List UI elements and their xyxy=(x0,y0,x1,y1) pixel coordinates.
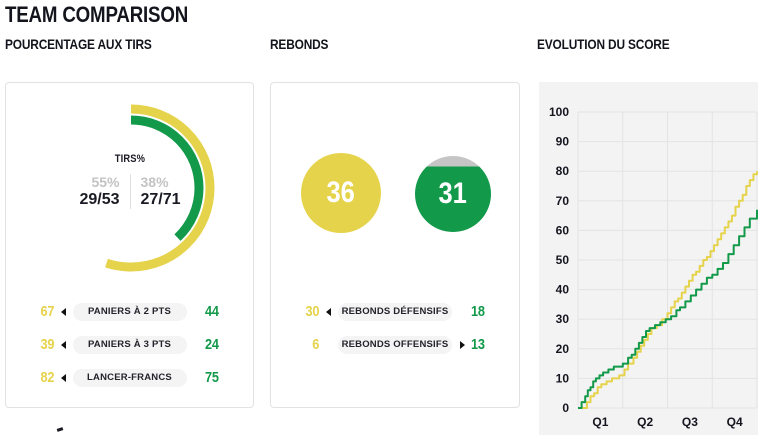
stat-row-defensive-rebounds: 30 REBONDS DÉFENSIFS 18 xyxy=(271,295,519,328)
team-a-value: 67 xyxy=(40,303,54,320)
section-title-shooting: POURCENTAGE AUX TIRS xyxy=(5,36,152,52)
y-axis-tick: 100 xyxy=(549,105,569,119)
y-axis-tick: 60 xyxy=(556,223,570,237)
x-axis-tick: Q3 xyxy=(682,415,698,429)
stat-label: PANIERS À 2 PTS xyxy=(87,306,172,317)
leader-arrow-left xyxy=(60,340,66,349)
team-b-value: 75 xyxy=(205,369,219,386)
leader-arrow-right xyxy=(459,340,465,349)
donut-center-stats: TIRS% 55% 29/53 38% 27/71 xyxy=(48,153,212,209)
stat-label-pill: LANCER-FRANCS xyxy=(72,368,187,387)
team-a-value: 39 xyxy=(40,336,54,353)
stat-row-freethrows: 82 LANCER-FRANCS 75 xyxy=(6,361,253,394)
score-series-team-b xyxy=(578,209,758,409)
rebounds-circle-team-a: 36 xyxy=(301,153,381,233)
next-section-partial-text xyxy=(56,427,64,432)
section-title-score-evolution: EVOLUTION DU SCORE xyxy=(537,36,670,52)
y-axis-tick: 40 xyxy=(556,283,570,297)
team-a-value: 30 xyxy=(305,303,319,320)
stat-label: PANIERS À 3 PTS xyxy=(87,339,172,350)
score-chart-svg: 0 10 20 30 40 50 60 70 80 90 100 Q1 Q2 Q3 Q4 xyxy=(549,105,758,429)
stat-label-pill: PANIERS À 3 PTS xyxy=(72,335,187,354)
stat-row-2pt: 67 PANIERS À 2 PTS 44 xyxy=(6,295,253,328)
team-b-total-rebounds: 31 xyxy=(438,177,468,210)
team-b-value: 13 xyxy=(471,336,485,353)
stat-row-3pt: 39 PANIERS À 3 PTS 24 xyxy=(6,328,253,361)
stat-label: REBONDS DÉFENSIFS xyxy=(341,306,449,317)
y-axis-tick: 90 xyxy=(556,135,570,149)
y-axis-tick: 10 xyxy=(556,371,570,385)
leader-arrow-left xyxy=(60,307,66,316)
donut-arc-team-a xyxy=(47,104,215,272)
team-a-shooting-pct: 55% xyxy=(91,174,120,190)
donut-center-label: TIRS% xyxy=(114,153,146,165)
score-evolution-panel: 0 10 20 30 40 50 60 70 80 90 100 Q1 Q2 Q3 Q4 xyxy=(539,82,758,435)
leader-arrow-left xyxy=(325,307,331,316)
page-title: TEAM COMPARISON xyxy=(5,2,189,27)
shooting-stat-rows: 67 PANIERS À 2 PTS 44 39 PANIERS À 3 PTS… xyxy=(6,295,253,394)
donut-team-b-stats: 38% 27/71 xyxy=(129,174,181,209)
stat-label: REBONDS OFFENSIFS xyxy=(341,339,449,350)
stat-row-offensive-rebounds: 6 REBONDS OFFENSIFS 13 xyxy=(271,328,519,361)
rebounds-stat-rows: 30 REBONDS DÉFENSIFS 18 6 REBONDS OFFENS… xyxy=(271,295,519,361)
y-axis-tick: 50 xyxy=(556,253,570,267)
rebounds-panel: 36 31 30 REBONDS DÉFENSIFS 18 6 REBONDS … xyxy=(270,82,520,408)
stat-label-pill: REBONDS OFFENSIFS xyxy=(338,335,452,354)
y-axis-tick: 30 xyxy=(556,312,570,326)
x-axis-tick: Q4 xyxy=(727,415,743,429)
leader-arrow-left xyxy=(60,373,66,382)
rebounds-circle-team-b: 31 xyxy=(415,156,491,232)
y-axis-tick: 80 xyxy=(556,164,570,178)
team-a-shooting-ratio: 29/53 xyxy=(79,191,120,208)
shooting-donut-chart xyxy=(47,104,215,272)
team-b-shooting-pct: 38% xyxy=(140,174,169,190)
team-a-value: 6 xyxy=(312,336,319,353)
x-axis-tick: Q2 xyxy=(637,415,653,429)
stat-label-pill: PANIERS À 2 PTS xyxy=(72,302,187,321)
team-a-total-rebounds: 36 xyxy=(326,176,356,209)
stat-label-pill: REBONDS DÉFENSIFS xyxy=(338,302,452,321)
team-a-value: 82 xyxy=(40,369,54,386)
stat-label: LANCER-FRANCS xyxy=(87,372,172,383)
section-title-rebounds: REBONDS xyxy=(270,36,329,52)
team-b-value: 44 xyxy=(205,303,219,320)
donut-team-a-stats: 55% 29/53 xyxy=(79,174,129,209)
team-b-shooting-ratio: 27/71 xyxy=(140,191,181,208)
score-series-team-a xyxy=(578,171,758,409)
shooting-panel: TIRS% 55% 29/53 38% 27/71 67 PANIERS À 2… xyxy=(5,82,254,408)
team-b-value: 24 xyxy=(205,336,219,353)
y-axis-tick: 70 xyxy=(556,194,570,208)
x-axis-tick: Q1 xyxy=(592,415,608,429)
team-b-value: 18 xyxy=(471,303,485,320)
donut-arc-team-b xyxy=(58,115,204,261)
y-axis-tick: 0 xyxy=(562,401,569,415)
y-axis-tick: 20 xyxy=(556,342,570,356)
